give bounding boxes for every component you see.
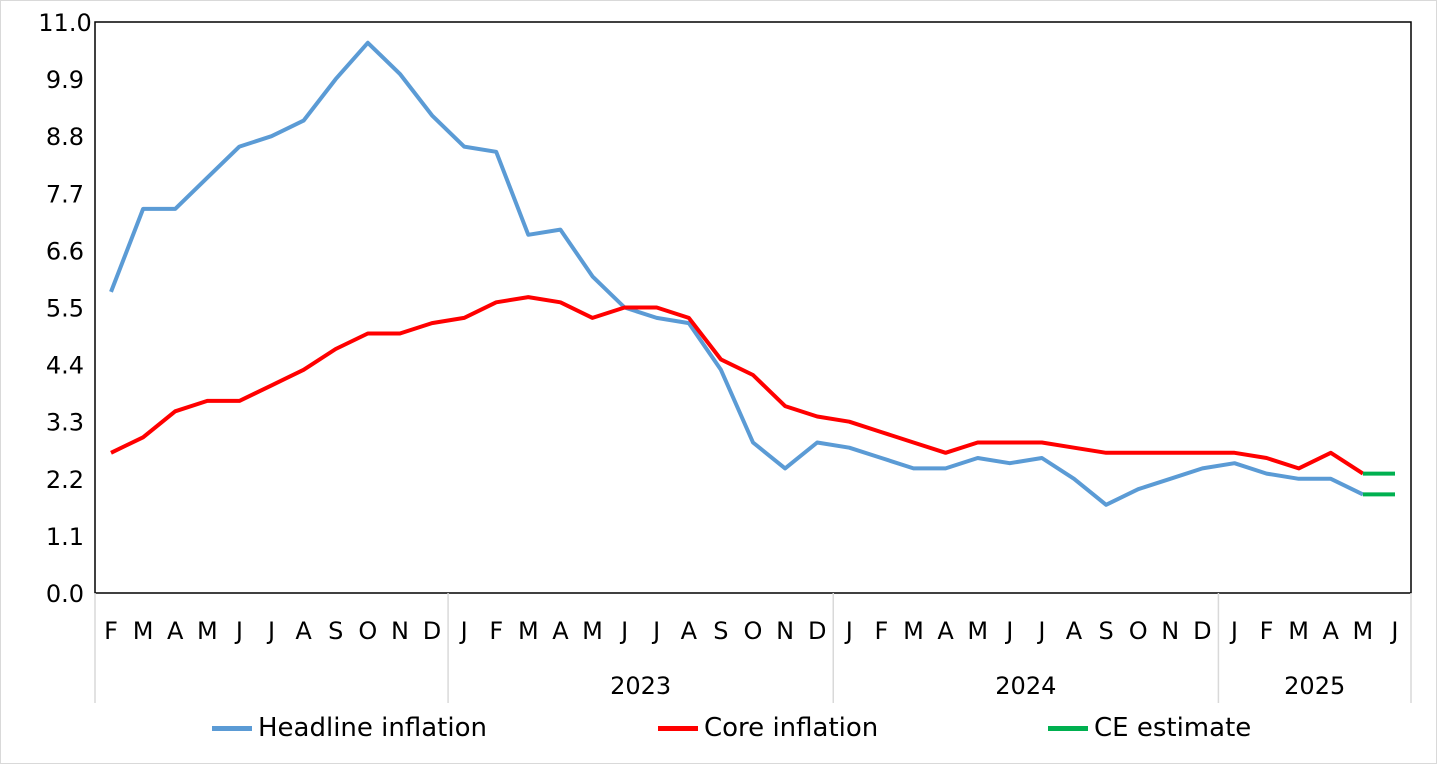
x-tick-label: D (423, 617, 441, 645)
x-tick-label: F (489, 617, 503, 645)
y-tick-label: 6.6 (46, 237, 84, 265)
y-tick-label: 1.1 (46, 523, 84, 551)
x-tick-label: J (619, 617, 628, 645)
x-tick-label: M (967, 617, 988, 645)
x-tick-label: N (391, 617, 409, 645)
x-tick-label: O (1129, 617, 1148, 645)
x-tick-label: S (328, 617, 343, 645)
x-tick-label: N (776, 617, 794, 645)
y-tick-label: 11.0 (38, 9, 91, 37)
x-tick-label: A (681, 617, 698, 645)
legend-item-ce-estimate: CE estimate (1048, 708, 1251, 748)
plot-area (94, 21, 1412, 594)
series-layer (109, 40, 1395, 507)
x-tick-label: A (1323, 617, 1340, 645)
legend-label-core: Core inflation (704, 713, 879, 743)
x-tick-label: O (744, 617, 763, 645)
x-tick-label: A (167, 617, 184, 645)
x-year-label: 2023 (610, 672, 671, 700)
x-tick-label: M (1352, 617, 1373, 645)
x-tick-label: J (234, 617, 243, 645)
x-tick-label: S (1098, 617, 1113, 645)
x-tick-label: J (844, 617, 853, 645)
x-tick-label: N (1161, 617, 1179, 645)
x-tick-label: J (1036, 617, 1045, 645)
x-tick-label: A (552, 617, 569, 645)
x-tick-label: J (1004, 617, 1013, 645)
x-tick-label: O (358, 617, 377, 645)
x-tick-label: D (1193, 617, 1211, 645)
x-tick-label: M (582, 617, 603, 645)
legend-swatch-ce-estimate (1048, 725, 1088, 731)
y-tick-label: 9.9 (46, 66, 84, 94)
y-tick-label: 4.4 (46, 352, 84, 380)
x-tick-label: A (937, 617, 954, 645)
x-year-label: 2024 (995, 672, 1056, 700)
x-tick-label: D (808, 617, 826, 645)
x-tick-label: J (1229, 617, 1238, 645)
x-tick-label: J (1389, 617, 1398, 645)
x-tick-label: J (459, 617, 468, 645)
y-tick-label: 8.8 (46, 123, 84, 151)
legend-label-headline: Headline inflation (258, 713, 487, 743)
legend-swatch-headline (212, 725, 252, 731)
legend-item-core: Core inflation (658, 708, 878, 748)
x-year-label: 2025 (1284, 672, 1345, 700)
x-tick-label: M (1288, 617, 1309, 645)
x-tick-label: J (266, 617, 275, 645)
x-tick-label: A (1066, 617, 1083, 645)
x-tick-label: F (874, 617, 888, 645)
legend-swatch-core (658, 725, 698, 731)
x-tick-label: M (197, 617, 218, 645)
x-tick-label: M (903, 617, 924, 645)
y-tick-label: 3.3 (46, 409, 84, 437)
x-tick-label: A (295, 617, 312, 645)
legend-item-headline: Headline inflation (212, 708, 487, 748)
x-tick-label: J (651, 617, 660, 645)
x-tick-label: F (1260, 617, 1274, 645)
legend-label-ce-estimate: CE estimate (1094, 713, 1252, 743)
x-tick-label: S (713, 617, 728, 645)
series-line-headline (109, 40, 1364, 507)
y-axis-ticks: 0.0 1.1 2.2 3.3 4.4 5.5 6.6 7.7 8.8 9.9 11.0 (38, 9, 91, 608)
y-tick-label: 5.5 (46, 295, 84, 323)
x-tick-label: M (518, 617, 539, 645)
y-tick-label: 2.2 (46, 466, 84, 494)
x-tick-label: M (133, 617, 154, 645)
y-tick-label: 7.7 (46, 180, 84, 208)
x-tick-label: F (104, 617, 118, 645)
y-tick-label: 0.0 (46, 580, 84, 608)
series-line-core (110, 295, 1364, 476)
